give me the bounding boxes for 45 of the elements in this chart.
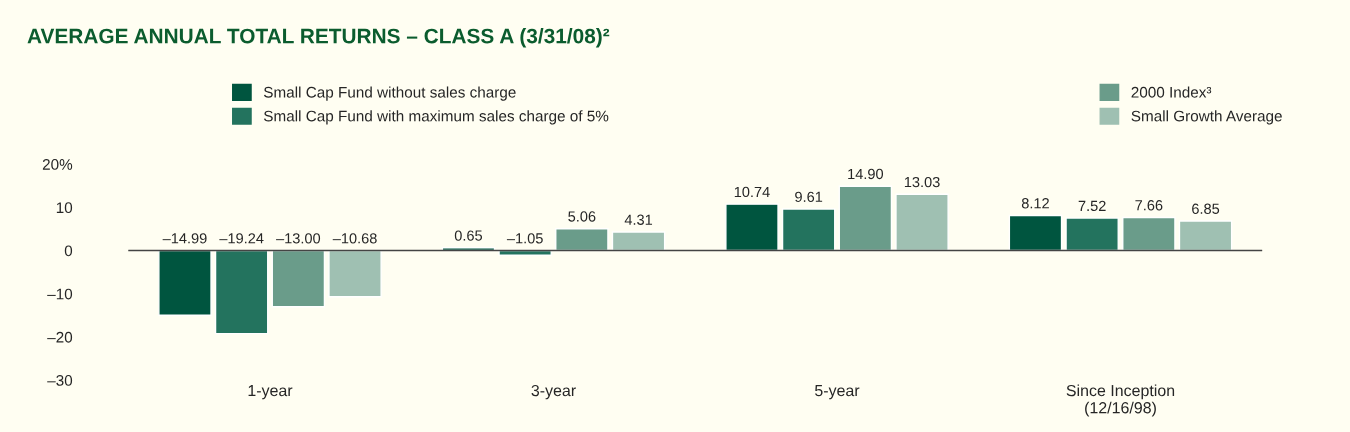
bar <box>1178 220 1233 252</box>
bar <box>214 249 269 335</box>
bar <box>838 185 893 252</box>
data-label: 13.03 <box>904 176 940 188</box>
y-tick-label: –20 <box>47 331 73 343</box>
y-tick-label: 20% <box>42 159 73 170</box>
data-label: 6.85 <box>1192 203 1220 214</box>
data-label: –13.00 <box>276 233 321 244</box>
x-tick-label: 3-year <box>531 384 576 400</box>
data-label: 10.74 <box>734 186 770 198</box>
data-label: 5.06 <box>568 211 596 222</box>
legend-label: Small Cap Fund without sales charge <box>263 86 516 101</box>
bar <box>271 249 326 308</box>
legend-label: 2000 Index³ <box>1131 86 1212 98</box>
bar <box>725 203 779 252</box>
bar <box>158 249 212 317</box>
data-label: –14.99 <box>162 233 207 244</box>
bar <box>1065 217 1119 252</box>
bar <box>611 231 666 252</box>
data-label: –19.24 <box>219 233 264 244</box>
y-tick-label: 0 <box>64 245 73 257</box>
bar <box>1122 216 1176 252</box>
data-label: 14.90 <box>848 168 884 180</box>
bar <box>1008 214 1063 252</box>
data-label: –1.05 <box>506 233 543 244</box>
data-label: 9.61 <box>795 191 823 202</box>
legend-label: Small Growth Average <box>1131 110 1282 125</box>
bar <box>555 228 609 252</box>
legend-label: Small Cap Fund with maximum sales charge of 5% <box>263 110 609 125</box>
data-label: –10.68 <box>332 233 377 244</box>
data-label: 7.66 <box>1135 200 1163 211</box>
data-label: 4.31 <box>624 214 653 225</box>
bar <box>328 249 382 298</box>
x-tick-label: 1-year <box>248 385 293 400</box>
y-tick-label: –30 <box>47 375 73 386</box>
data-label: 7.52 <box>1078 200 1106 212</box>
data-label: 0.65 <box>454 230 483 241</box>
x-tick-label: 5-year <box>815 385 860 400</box>
chart-title: AVERAGE ANNUAL TOTAL RETURNS – CLASS A (3/31/08)² <box>27 28 610 48</box>
bar <box>781 208 836 252</box>
y-tick-label: 10 <box>56 202 73 214</box>
bar <box>895 193 949 252</box>
x-tick-label: Since Inception (12/16/98) <box>1066 384 1175 417</box>
data-label: 8.12 <box>1021 198 1049 209</box>
y-tick-label: –10 <box>47 288 73 300</box>
